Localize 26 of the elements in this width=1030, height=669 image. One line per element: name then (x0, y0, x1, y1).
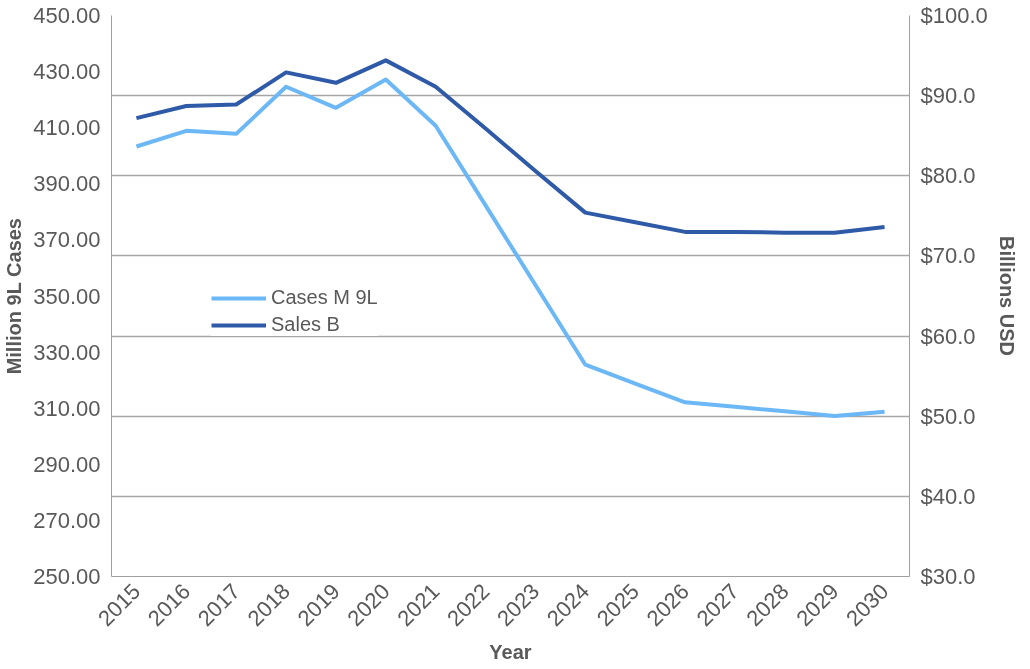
y2-tick-label: $50.0 (920, 403, 976, 429)
y-axis-title: Million 9L Cases (3, 218, 26, 375)
y-tick-label: 290.00 (33, 451, 101, 477)
x-axis-title: Year (489, 640, 532, 663)
y2-tick-label: $80.0 (920, 163, 976, 189)
y-tick-label: 350.00 (33, 283, 101, 309)
legend-label: Cases M 9L (271, 286, 378, 309)
y2-tick-label: $70.0 (920, 243, 976, 269)
line-series (134, 58, 887, 235)
y-tick-label: 430.00 (33, 59, 101, 85)
y2-tick-label: $100.0 (920, 3, 988, 28)
y2-tick-label: $90.0 (920, 83, 976, 109)
y2-tick-label: $30.0 (920, 564, 976, 589)
legend-label: Sales B (271, 313, 340, 336)
line-series (134, 77, 887, 419)
y2-axis-title: Billions USD (995, 236, 1018, 357)
y-tick-label: 250.00 (33, 564, 101, 589)
y-tick-label: 370.00 (33, 227, 101, 253)
y-tick-label: 450.00 (33, 3, 101, 28)
y-tick-label: 410.00 (33, 115, 101, 141)
y-tick-label: 330.00 (33, 339, 101, 365)
y2-tick-label: $40.0 (920, 483, 976, 509)
y-tick-label: 390.00 (33, 171, 101, 197)
y-tick-label: 270.00 (33, 507, 101, 533)
y-tick-label: 310.00 (33, 395, 101, 421)
y2-tick-label: $60.0 (920, 323, 976, 349)
